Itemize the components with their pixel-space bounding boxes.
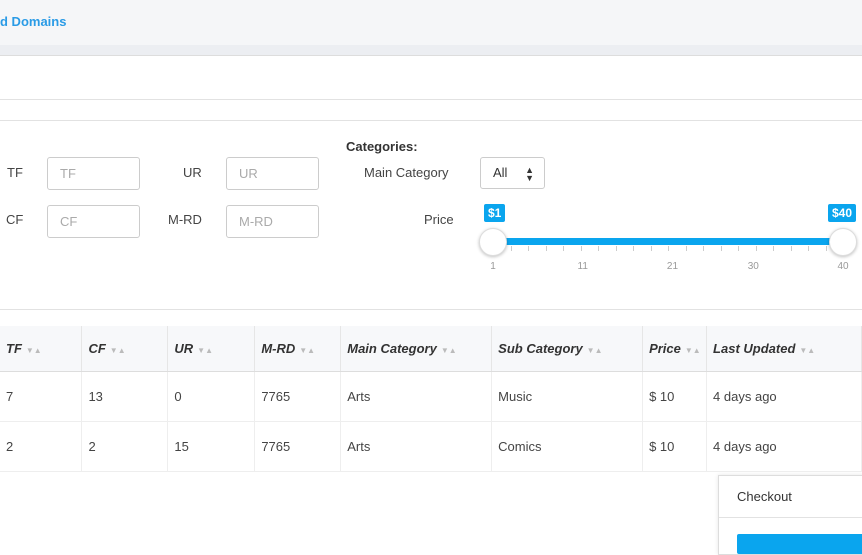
slider-tick-mark bbox=[738, 246, 739, 251]
slider-tick-mark bbox=[510, 246, 512, 251]
column-header[interactable]: CF ▼▲ bbox=[81, 326, 169, 372]
sort-icon[interactable]: ▼▲ bbox=[25, 345, 42, 355]
domains-table: TF ▼▲ CF ▼▲ UR ▼▲ M-RD ▼▲ Main Category ▼▲ Sub Cat… bbox=[0, 326, 862, 472]
slider-tick-mark bbox=[650, 246, 652, 251]
sort-icon[interactable]: ▼▲ bbox=[799, 345, 816, 355]
table-cell: $ 10 bbox=[642, 371, 708, 422]
slider-tick-mark bbox=[598, 246, 599, 251]
ur-input[interactable] bbox=[226, 157, 319, 190]
column-header[interactable]: Sub Category ▼▲ bbox=[491, 326, 644, 372]
column-header[interactable]: UR ▼▲ bbox=[167, 326, 256, 372]
slider-tick-mark bbox=[685, 246, 687, 251]
sort-icon[interactable]: ▼▲ bbox=[684, 345, 701, 355]
column-label: UR bbox=[174, 340, 194, 356]
price-min-handle[interactable] bbox=[479, 228, 507, 256]
price-max-handle[interactable] bbox=[829, 228, 857, 256]
tab-domains[interactable]: d Domains bbox=[0, 14, 67, 29]
table-cell: Arts bbox=[340, 421, 493, 472]
table-cell: 7 bbox=[0, 371, 83, 422]
price-slider-track[interactable] bbox=[493, 238, 843, 245]
tf-label: TF bbox=[7, 165, 23, 180]
price-min-badge: $1 bbox=[484, 204, 506, 222]
sort-icon[interactable]: ▼▲ bbox=[109, 345, 126, 355]
divider bbox=[0, 120, 862, 121]
column-label: CF bbox=[88, 340, 106, 356]
column-label: TF bbox=[6, 340, 22, 356]
column-header[interactable]: Last Updated ▼▲ bbox=[706, 326, 862, 372]
price-max-badge: $40 bbox=[828, 204, 857, 222]
divider bbox=[0, 99, 862, 100]
table-cell: Comics bbox=[491, 421, 644, 472]
slider-tick-label: 30 bbox=[747, 261, 759, 272]
select-arrows-icon: ▲ ▼ bbox=[525, 165, 534, 183]
slider-tick-mark bbox=[633, 246, 634, 251]
slider-tick-mark bbox=[580, 246, 582, 251]
column-label: M-RD bbox=[261, 340, 296, 356]
column-header[interactable]: M-RD ▼▲ bbox=[254, 326, 342, 372]
table-cell: 15 bbox=[167, 421, 256, 472]
tf-input[interactable] bbox=[47, 157, 140, 190]
sort-icon[interactable]: ▼▲ bbox=[299, 345, 316, 355]
table-cell: 13 bbox=[81, 371, 169, 422]
slider-tick-mark bbox=[703, 246, 704, 251]
tab-bar bbox=[0, 0, 862, 45]
column-label: Main Category bbox=[347, 340, 437, 356]
slider-tick-mark bbox=[720, 246, 722, 251]
table-cell: 2 bbox=[81, 421, 169, 472]
slider-tick-mark bbox=[545, 246, 547, 251]
table-row: 2 2 15 7765 Arts Comics $ 10 4 days ago bbox=[0, 421, 862, 472]
slider-tick-mark bbox=[825, 246, 827, 251]
slider-tick-label: 40 bbox=[837, 261, 849, 272]
sort-icon[interactable]: ▼▲ bbox=[586, 345, 603, 355]
slider-tick-label: 11 bbox=[577, 261, 588, 272]
slider-tick-mark bbox=[528, 246, 529, 251]
categories-heading: Categories: bbox=[346, 139, 418, 154]
table-cell: Music bbox=[491, 371, 644, 422]
slider-tick-mark bbox=[773, 246, 774, 251]
table-cell: 2 bbox=[0, 421, 83, 472]
tab-strip bbox=[0, 45, 862, 56]
checkout-panel: Checkout bbox=[718, 475, 862, 555]
column-label: Price bbox=[649, 340, 681, 356]
mrd-input[interactable] bbox=[226, 205, 319, 238]
table-cell: 4 days ago bbox=[706, 421, 862, 472]
slider-tick-label: 21 bbox=[666, 261, 679, 272]
cf-label: CF bbox=[6, 212, 24, 227]
main-category-value: All bbox=[493, 165, 508, 180]
table-cell: Arts bbox=[340, 371, 493, 422]
column-header[interactable]: TF ▼▲ bbox=[0, 326, 83, 372]
price-label: Price bbox=[424, 212, 454, 227]
cf-input[interactable] bbox=[47, 205, 140, 238]
column-header[interactable]: Price ▼▲ bbox=[642, 326, 708, 372]
main-category-select[interactable]: All ▲ ▼ bbox=[480, 157, 545, 189]
column-label: Sub Category bbox=[498, 340, 583, 356]
table-cell: 7765 bbox=[254, 421, 342, 472]
sort-icon[interactable]: ▼▲ bbox=[440, 345, 457, 355]
table-cell: 0 bbox=[167, 371, 256, 422]
slider-tick-label: 1 bbox=[490, 261, 496, 272]
table-header-row: TF ▼▲ CF ▼▲ UR ▼▲ M-RD ▼▲ Main Category ▼▲ Sub Cat… bbox=[0, 326, 862, 372]
sort-icon[interactable]: ▼▲ bbox=[197, 345, 213, 355]
table-cell: 7765 bbox=[254, 371, 342, 422]
slider-tick-mark bbox=[808, 246, 809, 251]
main-category-label: Main Category bbox=[364, 165, 449, 180]
slider-tick-mark bbox=[755, 246, 757, 251]
checkout-title: Checkout bbox=[737, 489, 792, 504]
table-row: 7 13 0 7765 Arts Music $ 10 4 days ago bbox=[0, 371, 862, 422]
mrd-label: M-RD bbox=[168, 212, 202, 227]
active-tab-notch bbox=[0, 32, 18, 45]
slider-tick-mark bbox=[563, 246, 564, 251]
table-cell: 4 days ago bbox=[706, 371, 862, 422]
slider-tick-mark bbox=[668, 246, 669, 251]
column-header[interactable]: Main Category ▼▲ bbox=[340, 326, 493, 372]
slider-tick-mark bbox=[615, 246, 617, 251]
divider bbox=[0, 309, 862, 310]
slider-tick-mark bbox=[790, 246, 792, 251]
ur-label: UR bbox=[183, 165, 202, 180]
column-label: Last Updated bbox=[713, 340, 796, 356]
table-cell: $ 10 bbox=[642, 421, 708, 472]
divider bbox=[719, 517, 862, 518]
checkout-button[interactable] bbox=[737, 534, 862, 554]
